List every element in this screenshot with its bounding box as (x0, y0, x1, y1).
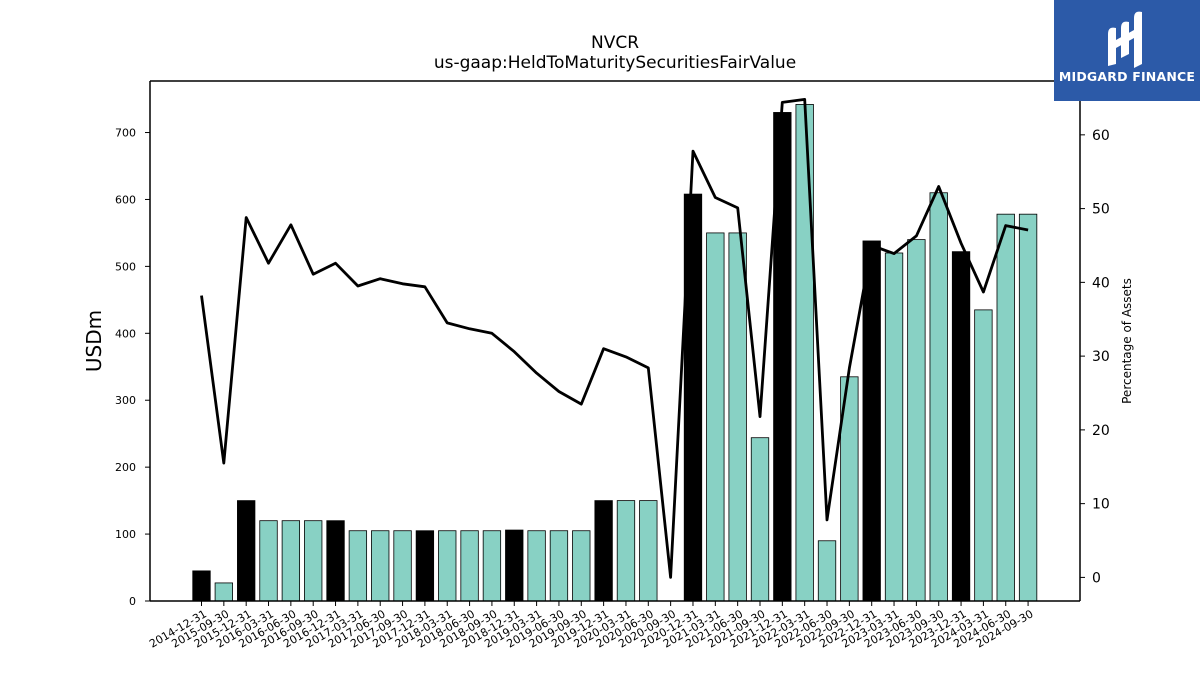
y-axis-label: USDm (82, 310, 106, 372)
y2-tick-label: 50 (1092, 202, 1110, 218)
y-tick-label: 700 (115, 127, 136, 140)
bar-series (192, 104, 1038, 602)
line-series (200, 98, 1029, 579)
y2-tick-label: 20 (1092, 423, 1110, 439)
bar-2022-12-31 (862, 240, 881, 602)
bar-2016-03-31 (259, 520, 278, 602)
bar-2018-06-30 (460, 530, 479, 602)
bar-2024-03-31 (974, 309, 993, 602)
y-tick-label: 200 (115, 461, 136, 474)
bar-2019-12-31 (594, 500, 613, 602)
brand-logo-icon (1108, 11, 1142, 68)
bar-2024-06-30 (996, 213, 1015, 602)
y2-axis-label: Percentage of Assets (1120, 278, 1134, 404)
bar-2019-03-31 (527, 530, 546, 602)
bar-2018-09-30 (482, 530, 502, 602)
bar-2023-09-30 (929, 192, 948, 602)
y2-tick-label: 30 (1092, 349, 1110, 365)
bar-2017-06-30 (371, 530, 390, 602)
bar-2019-06-30 (549, 530, 569, 602)
bar-2021-06-30 (728, 232, 747, 602)
bar-2018-12-31 (505, 529, 524, 602)
y-tick-label: 500 (115, 260, 136, 273)
bar-2020-03-31 (616, 500, 636, 602)
x-axis-ticks: 2014-12-312015-09-302015-12-312016-03-31… (147, 601, 1036, 651)
bar-2023-03-31 (884, 252, 904, 602)
y-tick-label: 100 (115, 528, 136, 541)
left-axis-ticks: 0 100 200 300 400 500 600 700 (115, 127, 150, 608)
bar-2021-09-30 (750, 437, 770, 602)
bar-2022-03-31 (795, 104, 814, 602)
bar-2014-12-31 (192, 570, 211, 602)
bar-2017-03-31 (348, 530, 368, 602)
y2-tick-label: 60 (1092, 128, 1110, 144)
bar-2015-12-31 (237, 500, 256, 602)
y-tick-label: 300 (115, 394, 136, 407)
y-tick-label: 400 (115, 327, 136, 340)
bar-2016-09-30 (304, 520, 323, 602)
percentage-line (200, 98, 1029, 579)
bar-2019-09-30 (572, 530, 591, 602)
bar-2022-06-30 (817, 540, 837, 602)
y-tick-label: 600 (115, 193, 136, 206)
bar-2016-12-31 (326, 520, 345, 602)
y2-tick-label: 40 (1092, 275, 1110, 291)
axes (149, 80, 1081, 602)
brand-logo-text: MIDGARD FINANCE (1058, 69, 1196, 84)
chart-subtitle: us-gaap:HeldToMaturitySecuritiesFairValu… (433, 53, 797, 73)
bar-2016-06-30 (281, 520, 301, 602)
chart-title: NVCR (590, 33, 640, 53)
bar-2015-09-30 (214, 582, 233, 602)
y2-tick-label: 0 (1092, 570, 1101, 586)
bar-2018-03-31 (438, 530, 457, 602)
bar-2020-06-30 (639, 500, 658, 602)
bar-2024-09-30 (1018, 213, 1038, 602)
bar-2023-06-30 (907, 239, 926, 602)
right-axis-ticks: 0 10 20 30 40 50 60 (1080, 128, 1110, 586)
y2-tick-label: 10 (1092, 497, 1110, 513)
bar-2023-12-31 (951, 251, 971, 602)
y-tick-label: 0 (129, 595, 136, 608)
bar-2021-03-31 (706, 232, 725, 602)
brand-logo: MIDGARD FINANCE (1054, 0, 1200, 101)
bar-2017-12-31 (415, 530, 435, 602)
bar-2017-09-30 (393, 530, 412, 602)
